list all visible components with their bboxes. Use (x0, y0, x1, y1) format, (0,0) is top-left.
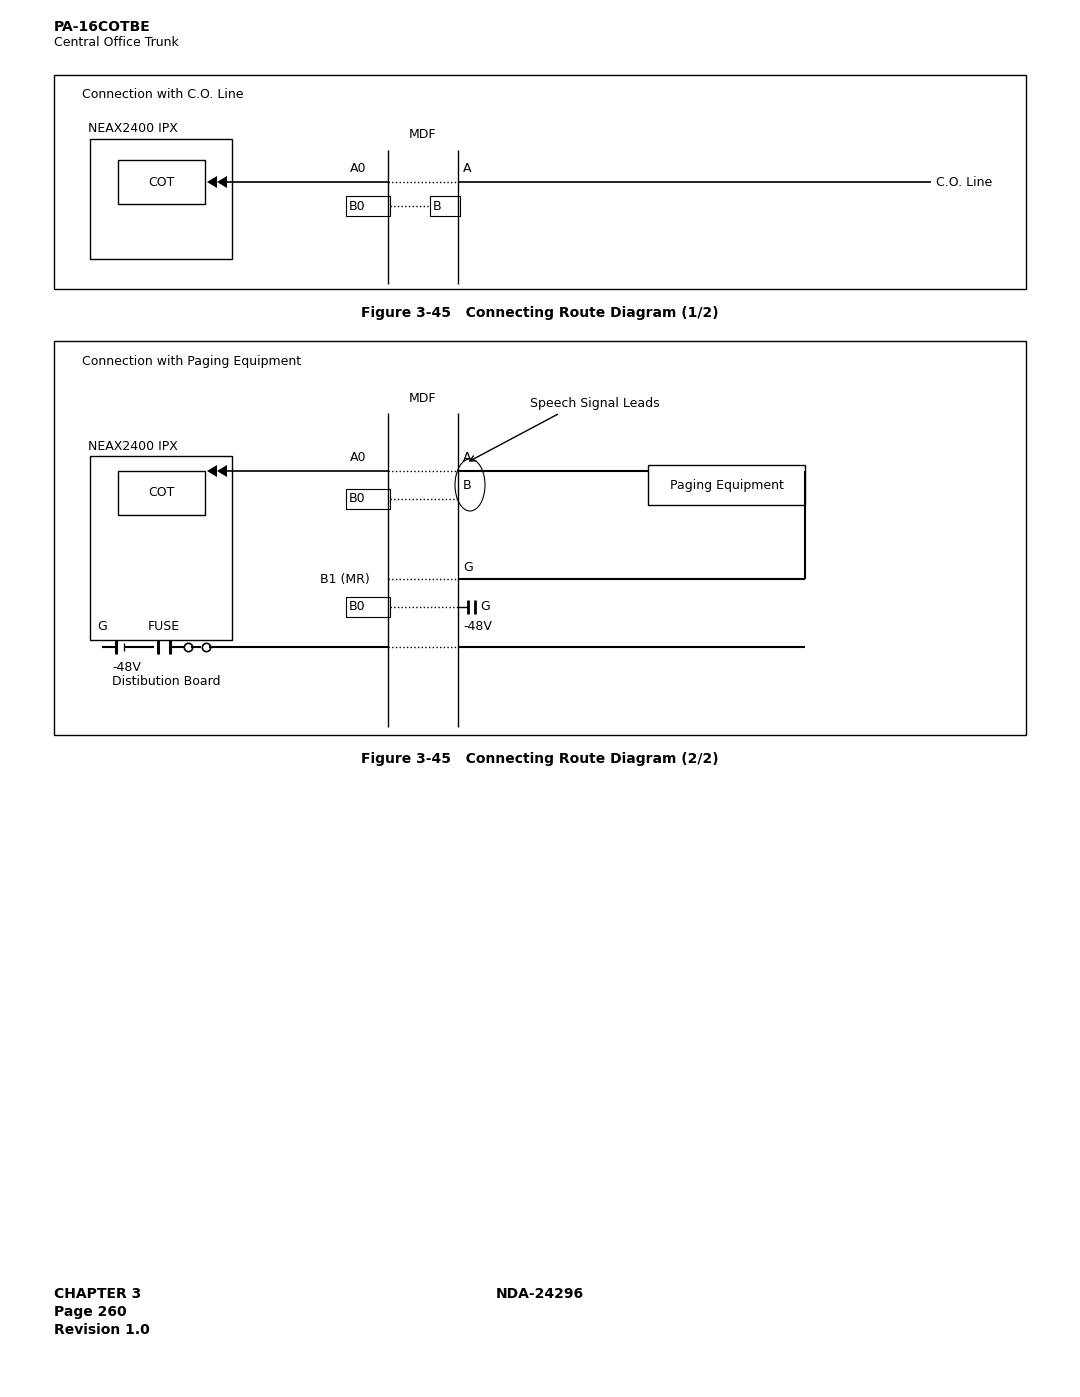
Bar (90, 138, 232, 258)
Bar (118, 161, 205, 204)
Text: G: G (97, 620, 107, 633)
Polygon shape (207, 465, 217, 476)
Text: COT: COT (148, 176, 175, 189)
Text: Paging Equipment: Paging Equipment (670, 479, 783, 492)
Text: Central Office Trunk: Central Office Trunk (54, 36, 179, 49)
Polygon shape (217, 465, 227, 476)
Text: FUSE: FUSE (148, 620, 180, 633)
Text: B0: B0 (349, 493, 366, 506)
Text: NEAX2400 IPX: NEAX2400 IPX (87, 440, 178, 453)
Text: Page 260: Page 260 (54, 1305, 126, 1319)
Text: A0: A0 (350, 451, 366, 464)
Text: -48V: -48V (463, 620, 491, 633)
Text: B1 (MR): B1 (MR) (320, 573, 369, 585)
Text: B: B (433, 200, 442, 212)
Text: A: A (463, 162, 472, 175)
Text: COT: COT (148, 486, 175, 500)
Bar (346, 196, 390, 217)
Bar (54, 75, 1026, 289)
Text: Figure 3-45   Connecting Route Diagram (2/2): Figure 3-45 Connecting Route Diagram (2/… (361, 752, 719, 766)
Bar (346, 489, 390, 509)
Text: Connection with Paging Equipment: Connection with Paging Equipment (82, 355, 301, 367)
Bar (54, 341, 1026, 735)
Text: G: G (463, 562, 473, 574)
Text: MDF: MDF (409, 129, 436, 141)
Text: C.O. Line: C.O. Line (936, 176, 993, 189)
Text: PA-16COTBE: PA-16COTBE (54, 20, 151, 34)
Text: B0: B0 (349, 200, 366, 212)
Text: Connection with C.O. Line: Connection with C.O. Line (82, 88, 243, 102)
Bar (118, 471, 205, 515)
Bar (346, 597, 390, 617)
Bar (90, 455, 232, 640)
Text: B: B (463, 479, 472, 492)
Polygon shape (217, 176, 227, 189)
Text: -48V: -48V (112, 661, 140, 673)
Text: Distibution Board: Distibution Board (112, 675, 220, 687)
Polygon shape (207, 176, 217, 189)
Text: CHAPTER 3: CHAPTER 3 (54, 1287, 141, 1301)
Bar (648, 465, 805, 504)
Text: Figure 3-45   Connecting Route Diagram (1/2): Figure 3-45 Connecting Route Diagram (1/… (361, 306, 719, 320)
Text: Speech Signal Leads: Speech Signal Leads (530, 397, 660, 409)
Text: NDA-24296: NDA-24296 (496, 1287, 584, 1301)
Text: A: A (463, 451, 472, 464)
Text: MDF: MDF (409, 393, 436, 405)
Bar (430, 196, 460, 217)
Text: B0: B0 (349, 601, 366, 613)
Text: A0: A0 (350, 162, 366, 175)
Text: NEAX2400 IPX: NEAX2400 IPX (87, 123, 178, 136)
Text: G: G (480, 601, 489, 613)
Text: Revision 1.0: Revision 1.0 (54, 1323, 150, 1337)
